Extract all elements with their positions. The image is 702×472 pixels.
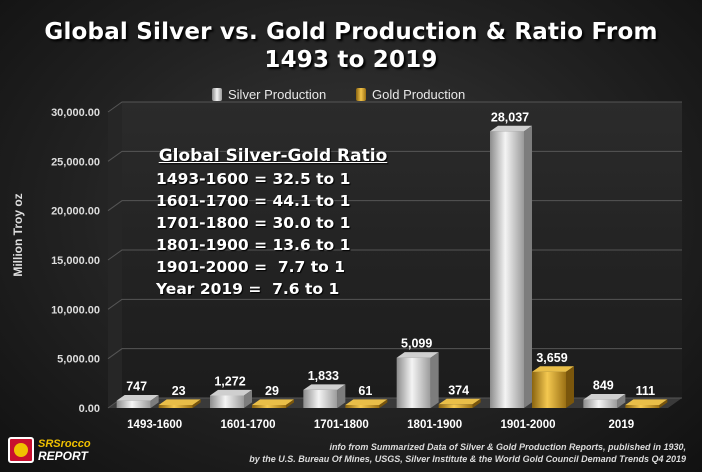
silver-bar-side: [617, 394, 626, 408]
chart-title-line-2: 1493 to 2019: [264, 47, 438, 73]
silver-bar-top: [116, 395, 159, 401]
silver-bar-top: [396, 352, 439, 358]
gold-value-label: 111: [636, 384, 656, 398]
gold-bar-top: [438, 398, 481, 405]
y-tick-label: 20,000.00: [51, 206, 100, 218]
ratio-line: 1601-1700 = 44.1 to 1: [156, 192, 351, 210]
logo-line-1: SRSrocco: [38, 438, 91, 450]
silver-bar-side: [337, 384, 346, 408]
ratio-line: Year 2019 = 7.6 to 1: [156, 280, 340, 298]
gold-bar-side: [472, 398, 481, 408]
gold-bar: [252, 405, 286, 408]
gold-bar-side: [566, 366, 574, 408]
gold-bar: [532, 371, 566, 408]
silver-value-label: 849: [593, 379, 614, 393]
legend-silver-label: Silver Production: [228, 86, 327, 102]
gold-value-label: 29: [265, 384, 279, 398]
gold-bar-side: [379, 399, 388, 408]
silver-value-label: 747: [126, 380, 147, 394]
gold-bar: [158, 405, 193, 408]
silver-bar-side: [244, 389, 252, 408]
silver-bar: [303, 389, 338, 408]
gold-value-label: 374: [448, 383, 469, 397]
y-tick-label: 0.00: [79, 403, 100, 415]
silver-bar-side: [430, 352, 439, 408]
ratio-line: 1901-2000 = 7.7 to 1: [156, 258, 345, 276]
gold-bar-top: [625, 399, 668, 405]
legend-silver: Silver Production: [212, 86, 326, 102]
x-tick-label: 1801-1900: [407, 419, 462, 431]
legend-silver-swatch: [212, 87, 222, 101]
srsrocco-logo: SRSrocco REPORT: [8, 436, 120, 464]
silver-bar-side: [524, 125, 532, 409]
gold-bar-side: [192, 399, 201, 408]
ratio-box: Global Silver-Gold Ratio 1493-1600 = 32.…: [150, 146, 396, 300]
silver-value-label: 1,833: [308, 369, 339, 383]
gold-bar: [625, 405, 660, 408]
gold-bar: [438, 404, 473, 408]
silver-value-label: 28,037: [491, 110, 529, 124]
silver-bar-side: [150, 395, 159, 408]
silver-bar-top: [303, 384, 346, 390]
y-tick-label: 30,000.00: [51, 107, 100, 119]
silver-value-label: 5,099: [401, 337, 432, 351]
x-tick-label: 2019: [609, 419, 635, 431]
silver-bar: [116, 400, 151, 408]
chart-title-line-1: Global Silver vs. Gold Production & Rati…: [44, 19, 658, 45]
legend-gold-label: Gold Production: [372, 86, 466, 102]
gold-value-label: 3,659: [536, 351, 567, 365]
logo-line-2: REPORT: [38, 449, 88, 463]
x-tick-label: 1701-1800: [314, 419, 369, 431]
gold-value-label: 23: [172, 384, 186, 398]
y-tick-label: 15,000.00: [51, 255, 100, 267]
x-tick-label: 1493-1600: [127, 419, 182, 431]
source-note-line-2: by the U.S. Bureau Of Mines, USGS, Silve…: [249, 454, 686, 464]
gold-bar-top: [532, 366, 574, 372]
gold-bar-top: [252, 399, 294, 405]
silver-value-label: 1,272: [214, 374, 245, 388]
silver-bar: [583, 399, 618, 408]
ratio-title: Global Silver-Gold Ratio: [158, 146, 388, 166]
silver-bar: [210, 395, 244, 408]
gold-bar: [345, 405, 380, 408]
gold-bar-top: [345, 399, 388, 405]
ratio-line: 1801-1900 = 13.6 to 1: [156, 236, 351, 254]
x-tick-label: 1601-1700: [221, 419, 276, 431]
legend-gold: Gold Production: [356, 86, 465, 102]
ratio-line: 1493-1600 = 32.5 to 1: [156, 170, 351, 188]
legend-gold-swatch: [356, 87, 366, 101]
gold-bar-top: [158, 399, 201, 405]
silver-bar-top: [583, 394, 626, 400]
silver-bar-top: [490, 125, 532, 132]
x-tick-label: 1901-2000: [501, 419, 556, 431]
silver-bar-top: [210, 389, 252, 396]
source-note-line-1: info from Summarized Data of Silver & Go…: [329, 442, 686, 452]
silver-bar: [396, 357, 431, 408]
y-tick-label: 10,000.00: [51, 304, 100, 316]
silver-bar: [490, 131, 524, 408]
gold-value-label: 61: [358, 384, 372, 398]
y-tick-label: 5,000.00: [57, 354, 100, 366]
gold-bar-side: [286, 399, 294, 408]
gold-bar-side: [659, 399, 668, 408]
logo-badge-icon: [8, 437, 34, 463]
ratio-line: 1701-1800 = 30.0 to 1: [156, 214, 351, 232]
logo-text: SRSrocco REPORT: [38, 438, 91, 462]
y-tick-label: 25,000.00: [51, 156, 100, 168]
gridline: [107, 101, 682, 113]
